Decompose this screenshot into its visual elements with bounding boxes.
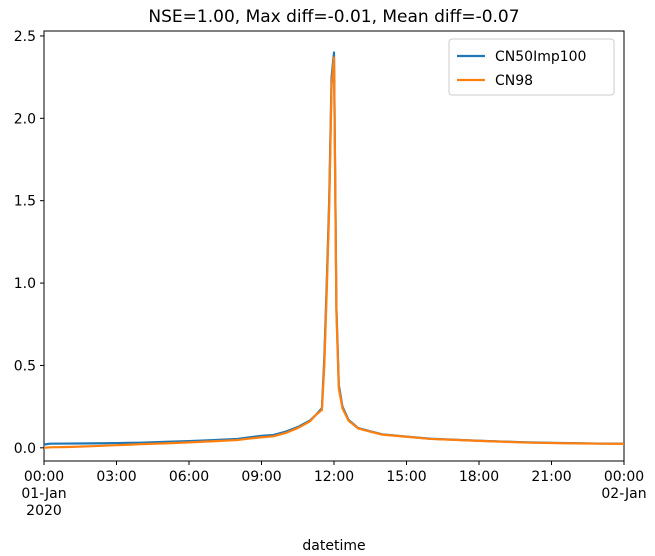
legend: CN50Imp100 CN98	[448, 38, 615, 96]
x-axis-label: datetime	[302, 538, 365, 554]
x-tick-label: 03:00	[96, 469, 136, 485]
x-tick-label: 06:00	[169, 469, 209, 485]
x-tick-label: 09:00	[241, 469, 281, 485]
y-tick-label: 2.5	[14, 29, 36, 45]
chart-title: NSE=1.00, Max diff=-0.01, Mean diff=-0.0…	[148, 7, 519, 27]
x-tick-label: 21:00	[531, 469, 571, 485]
x-tick-label: 18:00	[459, 469, 499, 485]
x-tick-label: 12:00	[314, 469, 354, 485]
y-tick-label: 0.0	[14, 441, 36, 457]
y-tick-label: 1.5	[14, 194, 36, 210]
x-tick-label: 00:00 02-Jan	[601, 469, 646, 502]
series-line-cn98	[44, 56, 624, 449]
legend-label: CN50Imp100	[495, 49, 586, 65]
y-axis: 0.0 0.5 1.0 1.5 2.0 2.5	[14, 29, 44, 457]
y-tick-label: 0.5	[14, 358, 36, 374]
y-tick-label: 2.0	[14, 111, 36, 127]
x-tick-label: 00:00 01-Jan 2020	[21, 469, 66, 519]
x-axis: 00:00 01-Jan 2020 03:00 06:00 09:00 12:00 15:00…	[21, 461, 647, 519]
x-tick-label: 15:00	[386, 469, 426, 485]
series-layer	[44, 51, 624, 449]
legend-box	[448, 38, 615, 96]
legend-label: CN98	[495, 73, 533, 89]
y-tick-label: 1.0	[14, 276, 36, 292]
